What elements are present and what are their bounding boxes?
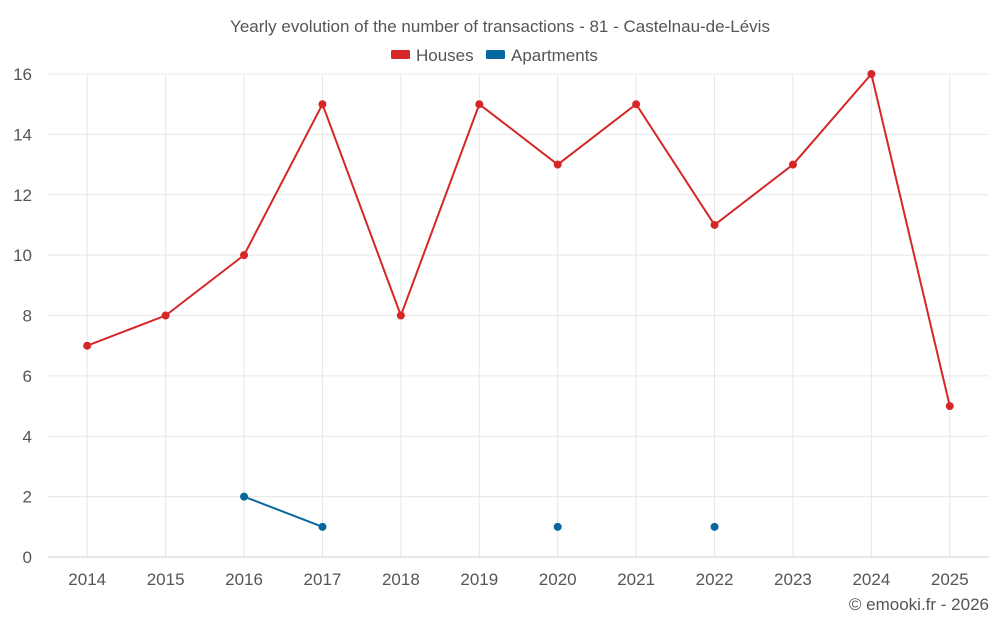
x-tick-label: 2018 — [382, 570, 420, 589]
x-tick-label: 2016 — [225, 570, 263, 589]
line-segment-houses — [870, 73, 951, 408]
data-point-houses-2025[interactable] — [945, 402, 954, 411]
x-tick-label: 2022 — [696, 570, 734, 589]
line-segment-houses — [556, 103, 638, 166]
y-tick-label: 10 — [13, 246, 32, 265]
data-point-apartments-2017[interactable] — [318, 522, 327, 531]
credit-text: © emooki.fr - 2026 — [849, 595, 989, 614]
legend-swatch-houses — [391, 50, 410, 59]
data-point-apartments-2020[interactable] — [553, 522, 562, 531]
line-segment-apartments — [243, 495, 324, 528]
y-axis-ticks: 0 2 4 6 8 10 12 14 16 — [13, 65, 32, 567]
legend-label-houses: Houses — [416, 46, 474, 65]
y-tick-label: 6 — [23, 367, 32, 386]
line-segment-houses — [321, 103, 402, 317]
chart-title: Yearly evolution of the number of transa… — [230, 17, 770, 36]
x-tick-label: 2023 — [774, 570, 812, 589]
data-point-houses-2024[interactable] — [867, 70, 876, 78]
legend-item-apartments[interactable]: Apartments — [486, 46, 598, 65]
y-tick-label: 14 — [13, 125, 32, 144]
series — [83, 70, 954, 531]
data-point-houses-2023[interactable] — [788, 160, 797, 169]
data-point-apartments-2022[interactable] — [710, 522, 719, 531]
y-tick-label: 4 — [23, 427, 32, 446]
y-tick-label: 8 — [23, 307, 32, 326]
data-point-houses-2014[interactable] — [83, 341, 92, 350]
legend-label-apartments: Apartments — [511, 46, 598, 65]
line-segment-houses — [243, 103, 324, 257]
line-segment-houses — [164, 254, 246, 317]
line-segment-houses — [478, 103, 559, 166]
data-point-houses-2016[interactable] — [240, 251, 249, 260]
line-segment-houses — [713, 163, 794, 226]
x-tick-label: 2017 — [304, 570, 342, 589]
x-axis-ticks: 2014 2015 2016 2017 2018 2019 2020 2021 2022 2023… — [68, 570, 968, 589]
data-point-houses-2021[interactable] — [632, 100, 641, 109]
y-tick-label: 0 — [23, 548, 32, 567]
x-tick-label: 2025 — [931, 570, 969, 589]
data-point-houses-2022[interactable] — [710, 220, 719, 229]
data-point-houses-2017[interactable] — [318, 100, 327, 109]
data-point-apartments-2016[interactable] — [240, 492, 249, 501]
line-segment-houses — [86, 314, 167, 347]
legend-item-houses[interactable]: Houses — [391, 46, 474, 65]
x-tick-label: 2021 — [617, 570, 655, 589]
line-segment-houses — [791, 73, 873, 166]
line-segment-houses — [399, 103, 481, 317]
series-apartments — [240, 492, 719, 531]
data-point-houses-2019[interactable] — [475, 100, 484, 109]
legend-swatch-apartments — [486, 50, 505, 59]
grid-lines — [48, 73, 989, 557]
y-tick-label: 12 — [13, 186, 32, 205]
line-segment-houses — [635, 103, 716, 226]
data-point-houses-2015[interactable] — [161, 311, 170, 320]
x-tick-label: 2020 — [539, 570, 577, 589]
x-tick-label: 2015 — [147, 570, 185, 589]
data-point-houses-2018[interactable] — [396, 311, 405, 320]
legend: Houses Apartments — [391, 46, 598, 65]
y-tick-label: 2 — [23, 488, 32, 507]
x-tick-label: 2019 — [460, 570, 498, 589]
x-tick-label: 2024 — [852, 570, 890, 589]
data-point-houses-2020[interactable] — [553, 160, 562, 169]
y-tick-label: 16 — [13, 65, 32, 84]
series-houses — [83, 70, 954, 411]
x-tick-label: 2014 — [68, 570, 106, 589]
